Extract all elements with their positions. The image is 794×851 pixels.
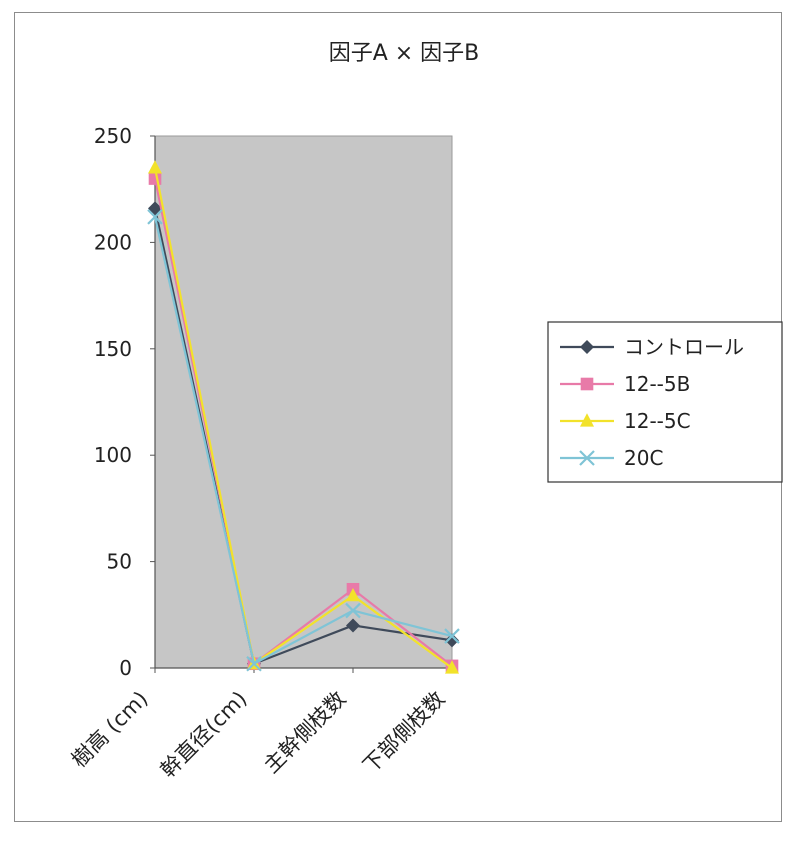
legend-marker [580,377,594,391]
legend-label: 20C [624,446,663,470]
series-line [153,167,453,669]
plot-area [154,135,453,669]
data-point [346,618,360,633]
data-point [345,602,361,619]
legend-label: 12--5C [624,409,691,433]
series-3 [147,209,460,672]
x-tick-label: 下部側枝数 [358,687,449,778]
x-tick-label: 主幹側枝数 [259,687,350,778]
data-point [444,628,460,644]
legend-item: 12--5B [560,372,690,396]
x-tick-label: 樹高 (cm) [67,687,153,773]
data-point [148,160,162,174]
y-tick-label: 50 [107,550,132,574]
legend-item: 12--5C [560,409,691,433]
series-line [153,216,453,666]
y-tick-label: 150 [94,337,132,361]
legend-item: 20C [560,446,663,470]
legend-marker [579,450,595,466]
legend-marker [580,413,594,427]
y-tick-label: 100 [94,443,132,467]
data-point [445,660,459,674]
y-tick-label: 250 [94,124,132,148]
data-point [147,209,163,225]
data-point [346,587,360,602]
data-point [246,655,262,672]
legend-label: コントロール [624,335,744,359]
chart-title: 因子A × 因子B [329,41,480,66]
legend-item: コントロール [560,335,744,359]
data-point [148,172,162,185]
data-point [445,633,459,648]
y-tick-label: 0 [119,656,132,680]
legend-label: 12--5B [624,372,690,396]
x-tick-label: 幹直径(cm) [156,687,252,783]
y-tick-label: 200 [94,230,132,254]
legend-marker [580,340,594,354]
